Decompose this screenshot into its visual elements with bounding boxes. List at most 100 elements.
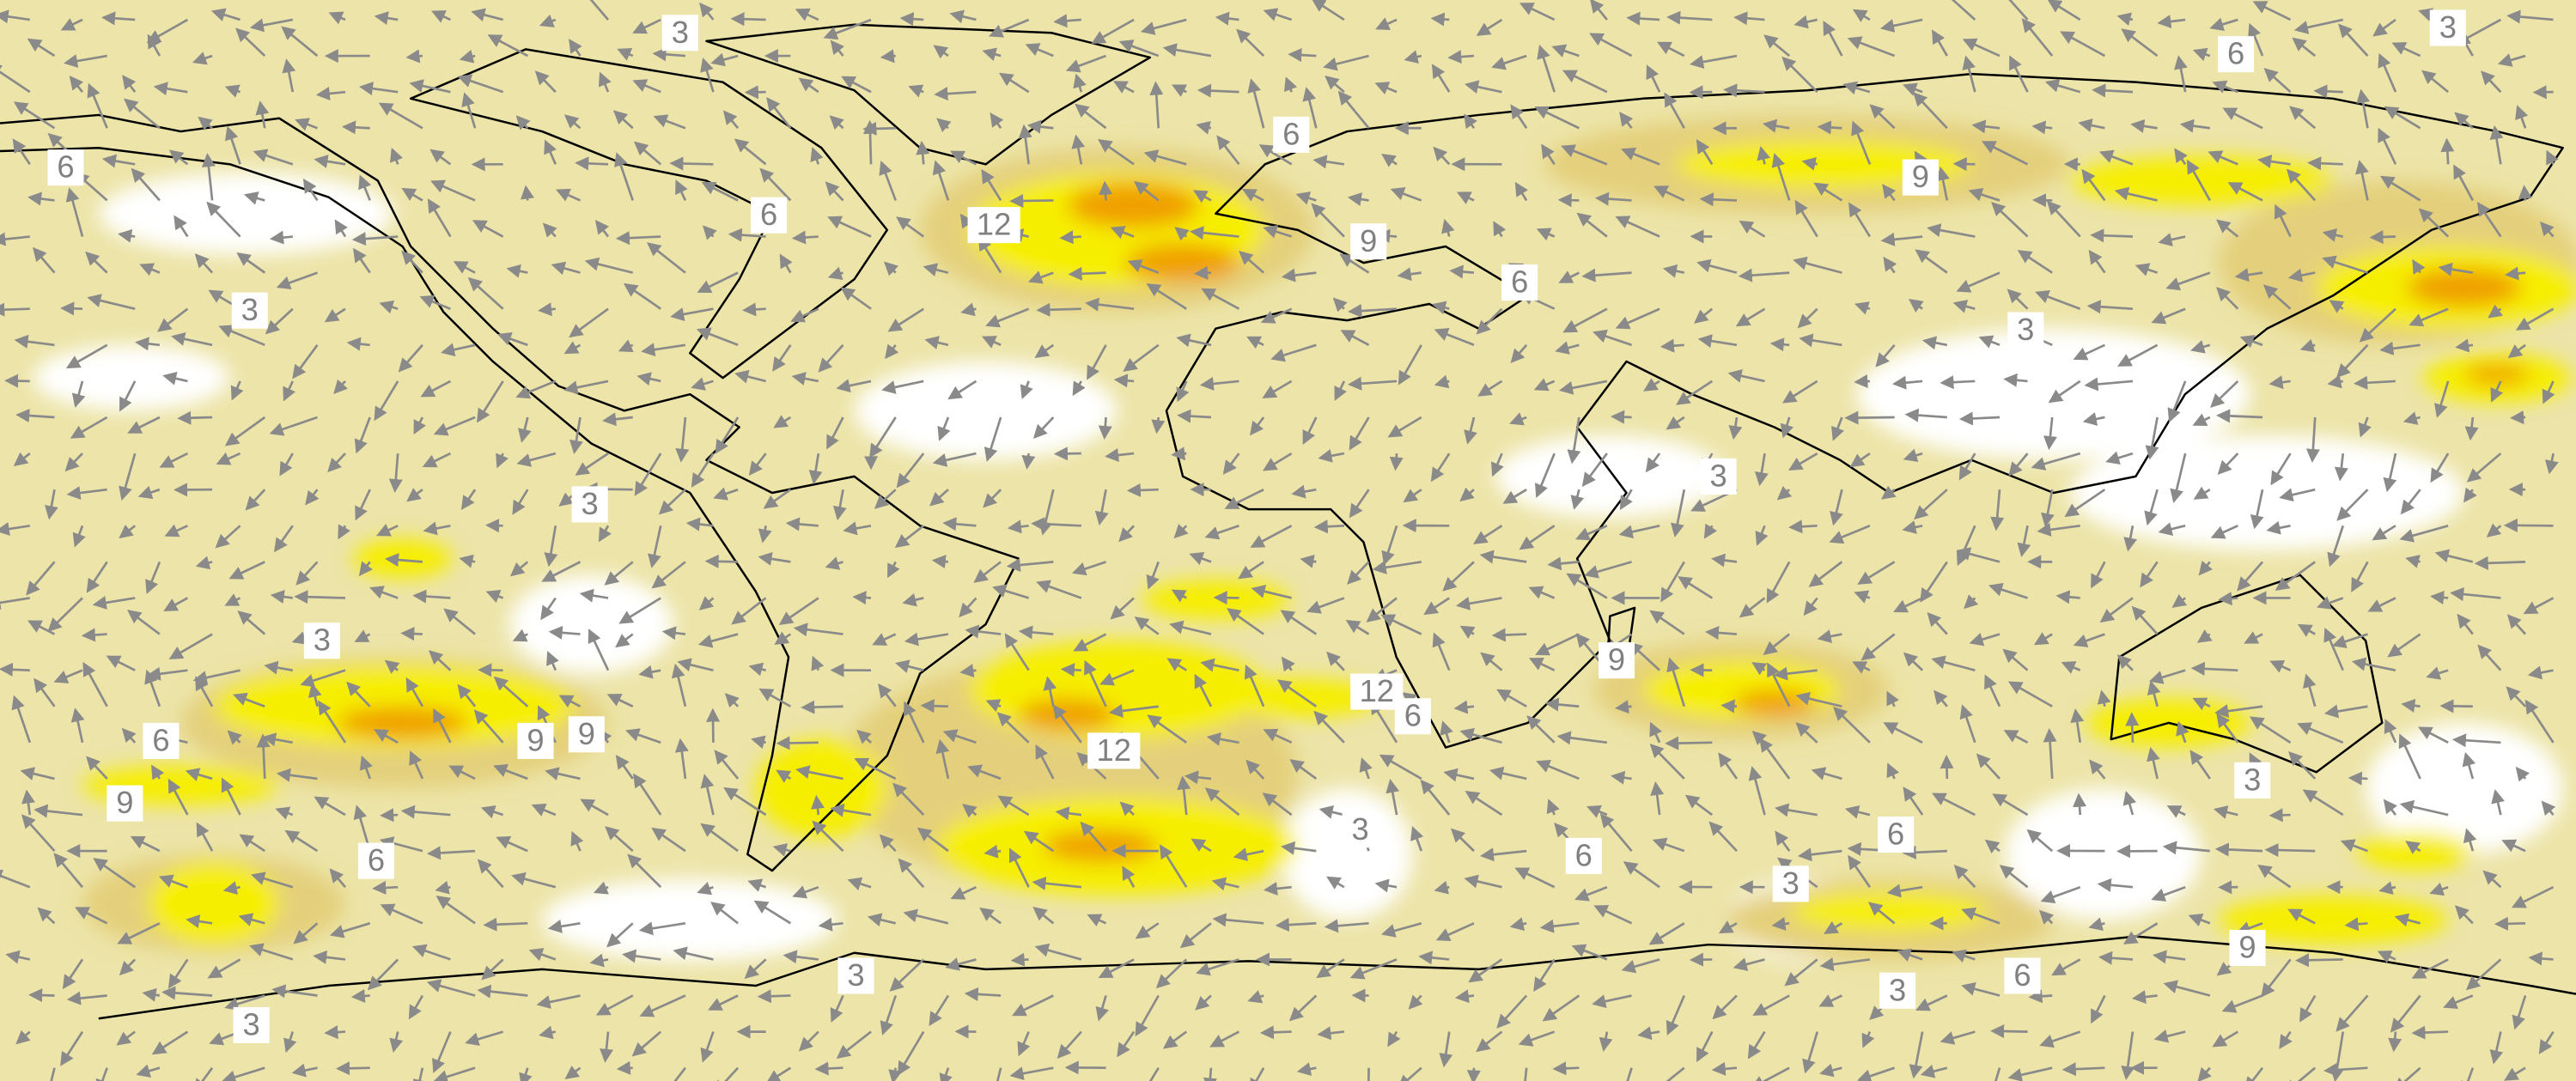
wind-arrow <box>879 161 897 201</box>
wind-arrow <box>13 452 31 467</box>
wind-arrow <box>2031 120 2053 135</box>
wind-arrow <box>2148 669 2186 684</box>
wind-arrow <box>1696 258 1738 274</box>
wind-arrow <box>598 525 612 543</box>
wind-arrow <box>1260 307 1293 324</box>
wind-arrow <box>722 110 740 130</box>
wind-arrow <box>818 343 844 373</box>
wind-arrow <box>1581 268 1632 282</box>
wind-arrow <box>12 138 31 166</box>
wind-arrow <box>1348 304 1398 319</box>
wind-arrow <box>698 596 715 610</box>
wind-arrow <box>409 79 451 94</box>
shading-blob <box>854 361 1117 460</box>
wind-arrow <box>1340 330 1370 346</box>
wind-arrow <box>691 377 714 391</box>
wind-arrow <box>1720 699 1738 714</box>
wind-arrow <box>1189 551 1212 566</box>
wind-arrow <box>985 699 1002 713</box>
wind-arrow <box>1781 380 1818 404</box>
wind-arrow <box>413 416 427 435</box>
wind-arrow <box>2334 452 2348 482</box>
wind-arrow <box>1645 452 1661 473</box>
wind-arrow <box>841 76 872 94</box>
wind-arrow <box>485 590 504 604</box>
wind-arrow <box>949 9 977 24</box>
wind-arrow <box>2477 644 2502 671</box>
wind-arrow <box>1194 673 1213 708</box>
wind-arrow <box>1127 259 1160 274</box>
wind-arrow <box>2303 673 2317 708</box>
wind-arrow <box>1339 253 1370 274</box>
wind-arrow <box>369 586 399 599</box>
wind-arrow <box>2114 186 2158 202</box>
wind-arrow <box>1990 1023 2028 1039</box>
wind-arrow <box>696 327 739 347</box>
wind-arrow <box>1447 50 1475 64</box>
wind-arrow <box>1562 307 1608 333</box>
wind-arrow <box>2322 255 2368 274</box>
wind-arrow <box>2322 228 2344 242</box>
wind-arrow <box>2418 208 2450 238</box>
wind-arrow <box>1345 620 1370 635</box>
shading-blob <box>1495 435 1726 518</box>
wind-arrow <box>2081 168 2106 202</box>
wind-arrow <box>594 219 610 238</box>
wind-arrow <box>2351 657 2396 671</box>
wind-arrow <box>127 610 161 635</box>
wind-arrow <box>1615 216 1660 238</box>
wind-arrow <box>1250 525 1293 548</box>
wind-arrow <box>1140 18 1187 35</box>
wind-arrow <box>123 98 161 130</box>
wind-arrow <box>1113 373 1135 388</box>
wind-arrow <box>1146 561 1160 590</box>
wind-arrow <box>1490 452 1504 477</box>
wind-arrow <box>139 263 161 276</box>
wind-arrow <box>2439 699 2473 714</box>
shading-blob <box>2218 895 2448 945</box>
wind-arrow <box>157 307 189 332</box>
wind-arrow <box>1194 265 1212 280</box>
wind-arrow <box>575 156 609 171</box>
wind-arrow <box>1875 343 1896 367</box>
wind-arrow <box>224 84 241 98</box>
wind-arrow <box>328 11 346 25</box>
wind-arrow <box>1971 119 2001 134</box>
antarctica-outline <box>98 935 2576 1020</box>
wind-arrow <box>633 141 662 166</box>
wind-arrow <box>1332 297 1348 313</box>
wind-arrow <box>26 561 56 596</box>
wind-arrow <box>1480 652 1503 671</box>
wind-arrow <box>478 663 503 677</box>
wind-arrow <box>1964 594 1979 610</box>
wind-arrow <box>1238 561 1264 580</box>
wind-arrow <box>1646 64 1661 93</box>
wind-arrow <box>135 337 161 351</box>
wind-arrow <box>1882 184 1897 202</box>
wind-arrow <box>1073 633 1107 652</box>
wind-arrow <box>295 561 319 586</box>
wind-arrow <box>671 663 687 708</box>
contour-label: 6 <box>1511 264 1528 300</box>
wind-arrow <box>1476 307 1503 335</box>
wind-arrow <box>2327 525 2345 568</box>
wind-arrow <box>2198 560 2214 576</box>
wind-arrow <box>2421 70 2450 94</box>
wind-arrow <box>1984 674 2001 708</box>
wind-arrow <box>2297 623 2316 637</box>
wind-arrow <box>358 561 373 577</box>
wind-arrow <box>2440 137 2455 165</box>
wind-arrow <box>1694 307 1714 324</box>
wind-arrow <box>1177 409 1212 423</box>
wind-arrow <box>793 622 843 637</box>
wind-arrow <box>2216 409 2263 423</box>
wind-arrow <box>2165 271 2211 291</box>
wind-arrow <box>1431 64 1451 93</box>
wind-arrow <box>2331 633 2368 648</box>
wind-arrow <box>1118 39 1160 58</box>
wind-arrow <box>1337 90 1370 130</box>
wind-arrow <box>1903 448 1923 463</box>
wind-arrow <box>70 416 108 439</box>
wind-arrow <box>990 112 1004 130</box>
wind-arrow <box>1171 589 1187 603</box>
